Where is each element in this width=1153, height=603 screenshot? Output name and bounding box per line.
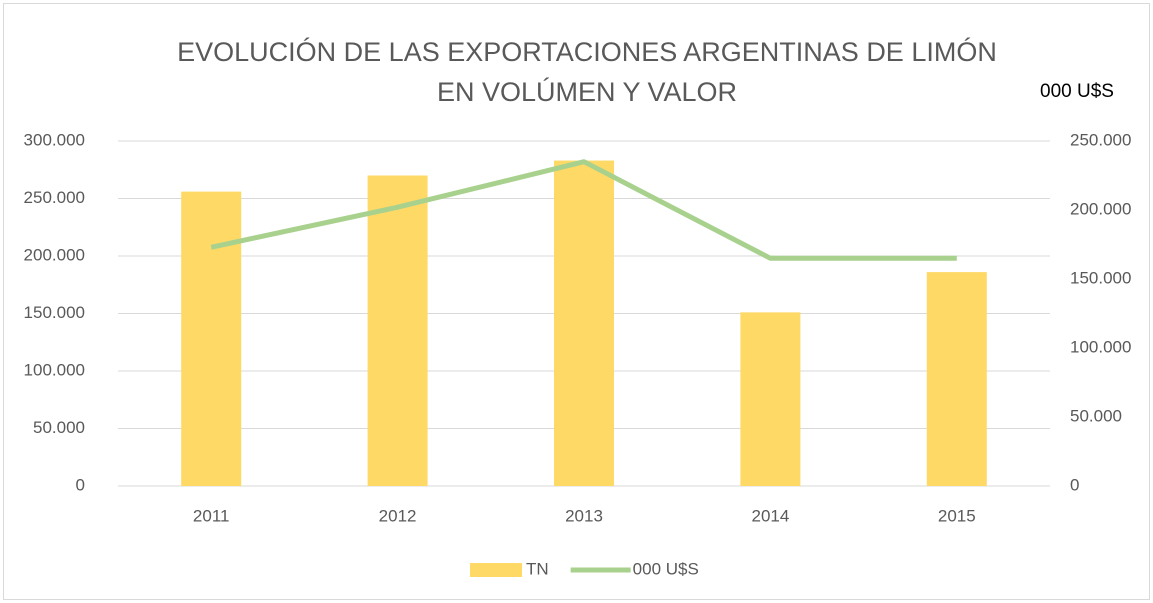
- y2-tick-label: 250.000: [1070, 130, 1131, 149]
- chart-border: [3, 3, 1150, 600]
- y-tick-label: 100.000: [24, 360, 85, 379]
- x-tick-label: 2013: [565, 506, 603, 525]
- x-tick-label: 2015: [938, 506, 976, 525]
- y-tick-label: 250.000: [24, 188, 85, 207]
- x-tick-label: 2012: [379, 506, 417, 525]
- y2-tick-label: 100.000: [1070, 337, 1131, 356]
- y-tick-label: 300.000: [24, 130, 85, 149]
- y-tick-label: 0: [76, 475, 85, 494]
- chart-title: EVOLUCIÓN DE LAS EXPORTACIONES ARGENTINA…: [177, 37, 997, 107]
- bar: [367, 175, 428, 486]
- y2-tick-label: 200.000: [1070, 199, 1131, 218]
- bar: [740, 312, 801, 486]
- x-tick-label: 2014: [751, 506, 789, 525]
- line: [210, 159, 957, 261]
- legend-swatch: [470, 563, 522, 577]
- legend-label: TN: [526, 559, 549, 578]
- legend-label: 000 U$S: [633, 559, 699, 578]
- y-tick-label: 150.000: [24, 303, 85, 322]
- y2-tick-label: 50.000: [1070, 406, 1122, 425]
- x-tick-label: 2011: [193, 506, 230, 525]
- y2-tick-label: 150.000: [1070, 268, 1131, 287]
- bar: [181, 191, 242, 486]
- y2-axis-label: 000 U$S: [1040, 81, 1114, 102]
- y2-tick-label: 0: [1070, 475, 1079, 494]
- bar: [554, 160, 614, 487]
- y-tick-label: 200.000: [24, 245, 85, 264]
- y-tick-label: 50.000: [33, 418, 85, 437]
- bar: [926, 272, 987, 486]
